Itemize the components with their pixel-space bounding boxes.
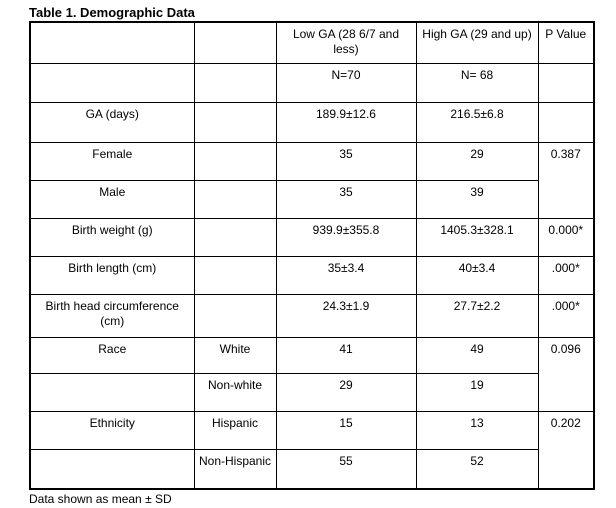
value-low: 189.9±12.6: [275, 101, 417, 143]
value-low: 35: [275, 141, 417, 181]
table-row: Birth weight (g) 939.9±355.8 1405.3±328.…: [29, 217, 595, 257]
value-high: 216.5±6.8: [415, 101, 539, 143]
n-empty-cell: [537, 62, 595, 103]
value-low: 24.3±1.9: [275, 293, 417, 338]
demographic-table: Low GA (28 6/7 and less) High GA (29 and…: [29, 21, 595, 490]
value-low: 35: [275, 179, 417, 219]
row-label-empty: [29, 372, 195, 412]
table-row: Non-Hispanic 55 52: [29, 448, 594, 490]
table-title: Table 1. Demographic Data: [29, 5, 195, 20]
sub-label: Hispanic: [193, 410, 277, 450]
n-low: N=70: [275, 62, 417, 103]
value-low: 41: [275, 336, 417, 374]
sub-label: White: [193, 336, 277, 374]
table-row: Race White 41 49 0.096: [29, 336, 595, 412]
value-high: 40±3.4: [415, 255, 539, 295]
n-high: N= 68: [415, 62, 539, 103]
row-label: Race: [29, 336, 195, 374]
value-high: 49: [415, 336, 539, 374]
sub-empty-cell: [193, 217, 277, 257]
sub-label: Non-white: [193, 372, 277, 412]
p-value: .000*: [537, 255, 595, 295]
sub-label: Non-Hispanic: [193, 448, 277, 490]
p-value: .000*: [537, 293, 595, 338]
table-row: Birth head circumference (cm) 24.3±1.9 2…: [29, 293, 595, 338]
row-label: Birth length (cm): [29, 255, 195, 295]
row-label: Birth weight (g): [29, 217, 195, 257]
header-high-ga: High GA (29 and up): [415, 21, 539, 64]
p-value: 0.000*: [537, 217, 595, 257]
header-empty-cell: [193, 21, 277, 64]
value-high: 1405.3±328.1: [415, 217, 539, 257]
n-empty-cell: [29, 62, 195, 103]
value-low: 15: [275, 410, 417, 450]
row-label: Female: [29, 141, 195, 181]
table-row: Female 35 29 0.387: [29, 141, 595, 219]
value-high: 29: [415, 141, 539, 181]
table-row: Non-white 29 19: [29, 372, 594, 412]
header-low-ga: Low GA (28 6/7 and less): [275, 21, 417, 64]
p-value: 0.387: [537, 141, 595, 219]
value-low: 55: [275, 448, 417, 490]
table-row: Birth length (cm) 35±3.4 40±3.4 .000*: [29, 255, 595, 295]
sub-empty-cell: [193, 141, 277, 181]
header-p-value: P Value: [537, 21, 595, 64]
table-row: Ethnicity Hispanic 15 13 0.202: [29, 410, 595, 490]
value-high: 19: [415, 372, 539, 412]
n-empty-cell: [193, 62, 277, 103]
header-row: Low GA (28 6/7 and less) High GA (29 and…: [29, 21, 595, 64]
row-label: Ethnicity: [29, 410, 195, 450]
value-high: 13: [415, 410, 539, 450]
table-footnote: Data shown as mean ± SD: [29, 492, 172, 506]
sub-empty-cell: [193, 101, 277, 143]
p-empty-cell: [537, 101, 595, 143]
value-high: 27.7±2.2: [415, 293, 539, 338]
sub-empty-cell: [193, 179, 277, 219]
p-value: 0.202: [537, 410, 595, 490]
header-empty-cell: [29, 21, 195, 64]
row-label-empty: [29, 448, 195, 490]
value-high: 39: [415, 179, 539, 219]
value-low: 939.9±355.8: [275, 217, 417, 257]
n-row: N=70 N= 68: [29, 62, 595, 103]
p-value: 0.096: [537, 336, 595, 412]
value-high: 52: [415, 448, 539, 490]
value-low: 29: [275, 372, 417, 412]
table-row: Male 35 39: [29, 179, 594, 219]
row-label: GA (days): [29, 101, 195, 143]
value-low: 35±3.4: [275, 255, 417, 295]
sub-empty-cell: [193, 293, 277, 338]
row-label: Birth head circumference (cm): [29, 293, 195, 338]
table-row: GA (days) 189.9±12.6 216.5±6.8: [29, 101, 595, 143]
row-label: Male: [29, 179, 195, 219]
sub-empty-cell: [193, 255, 277, 295]
